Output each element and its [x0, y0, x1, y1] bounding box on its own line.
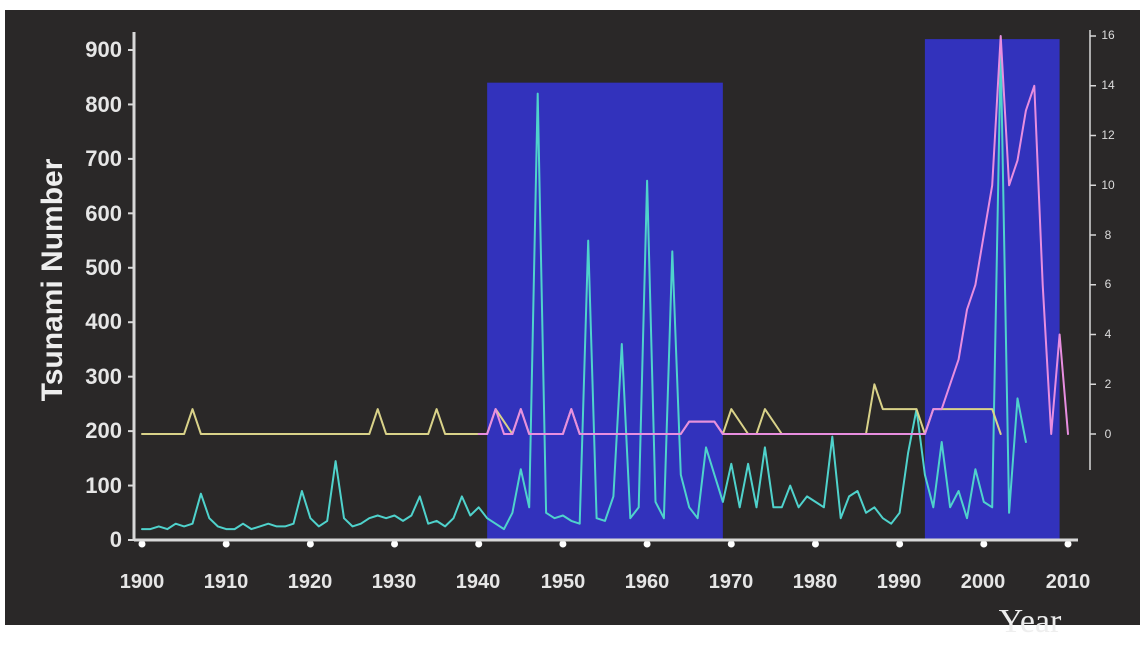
x-tick-dot [980, 540, 988, 548]
highlight-periods [487, 39, 1060, 541]
x-tick-label: 1980 [793, 571, 838, 593]
x-tick-dot [896, 540, 904, 548]
y2-tick-label: 14 [1101, 78, 1115, 92]
y-tick-label: 0 [110, 527, 122, 552]
y2-tick-label: 0 [1105, 427, 1112, 441]
y2-tick-label: 12 [1101, 128, 1115, 142]
x-tick-label: 1940 [456, 571, 501, 593]
x-tick-label: 1950 [541, 571, 586, 593]
x-axis-labels: 1900 1910 1920 1930 1940 1950 1960 1970 … [120, 571, 1091, 593]
series-line-pink-series [477, 35, 1069, 435]
series-line-tsunami-number [141, 49, 1027, 531]
y-tick-label: 200 [85, 418, 122, 443]
x-tick-label: 2000 [961, 571, 1006, 593]
y-axis-right-labels: 0 2 4 6 8 10 12 14 16 [1101, 28, 1115, 441]
x-tick-dot [559, 540, 567, 548]
x-tick-label: 1960 [625, 571, 670, 593]
y-tick-label: 800 [85, 92, 122, 117]
y-tick-label: 700 [85, 146, 122, 171]
y2-tick-label: 16 [1101, 28, 1115, 42]
y2-tick-label: 6 [1105, 277, 1112, 291]
x-tick-dot [643, 540, 651, 548]
y-tick-label: 300 [85, 364, 122, 389]
x-tick-dot [475, 540, 483, 548]
y2-tick-label: 2 [1105, 377, 1112, 391]
axes [132, 30, 1091, 542]
y-axis-left-labels: 0 100 200 300 400 500 600 700 800 900 [85, 37, 122, 552]
y2-tick-label: 4 [1105, 327, 1112, 341]
y-tick-label: 400 [85, 309, 122, 334]
y-tick-label: 100 [85, 473, 122, 498]
y2-tick-label: 10 [1101, 178, 1115, 192]
y-tick-label: 500 [85, 255, 122, 280]
data-series [141, 35, 1069, 531]
x-tick-label: 1970 [709, 571, 754, 593]
x-axis-title: Year [999, 603, 1062, 640]
x-tick-dot [811, 540, 819, 548]
y-tick-label: 900 [85, 37, 122, 62]
x-tick-label: 1930 [372, 571, 417, 593]
x-tick-dot [1064, 540, 1072, 548]
x-tick-dot [391, 540, 399, 548]
x-tick-label: 2010 [1046, 571, 1091, 593]
highlight-period-1 [487, 82, 723, 541]
x-tick-label: 1920 [288, 571, 333, 593]
x-tick-dot [306, 540, 314, 548]
x-tick-dot [727, 540, 735, 548]
x-tick-dot [138, 540, 146, 548]
x-tick-label: 1990 [877, 571, 922, 593]
x-tick-dot [222, 540, 230, 548]
y-axis-title: Tsunami Number [36, 158, 69, 401]
x-tick-label: 1910 [204, 571, 249, 593]
x-tick-label: 1900 [120, 571, 165, 593]
y-tick-label: 600 [85, 201, 122, 226]
y2-tick-label: 8 [1105, 228, 1112, 242]
